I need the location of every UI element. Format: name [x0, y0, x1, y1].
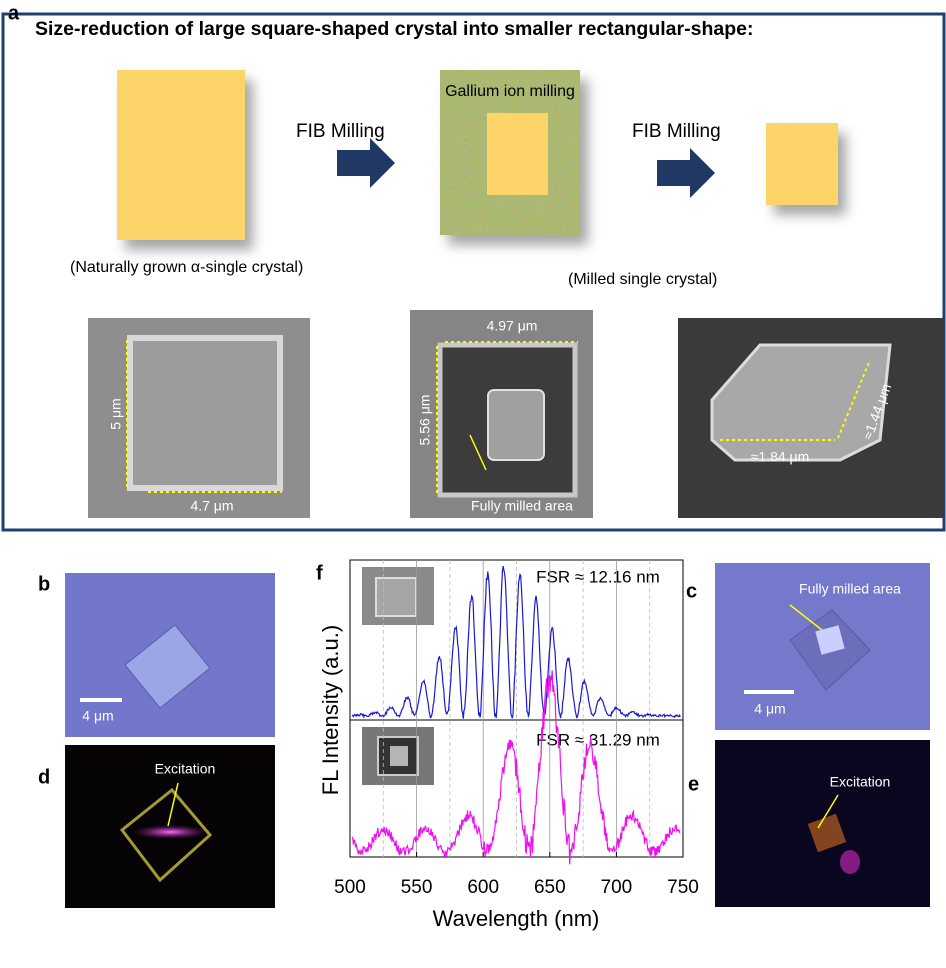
annotation: FSR ≈ 12.16 nm [536, 567, 660, 586]
spectrum-plot: FSR ≈ 12.16 nm FSR ≈ 31.29 nm [350, 560, 683, 864]
scale-label: 4 μm [82, 708, 113, 724]
sem-crystal [130, 338, 280, 488]
arrow-label: FIB Milling [632, 121, 721, 142]
inset-crystal [390, 746, 408, 766]
emission-spot [840, 850, 860, 874]
annotation: Fully milled area [471, 498, 573, 514]
scale-label: 4 μm [754, 701, 785, 717]
x-tick-label: 550 [401, 877, 433, 898]
panel-label: b [38, 573, 50, 595]
x-tick-label: 650 [534, 877, 566, 898]
panel-label: f [316, 562, 323, 584]
figure: a Size-reduction of large square-shaped … [0, 0, 946, 963]
annotation: Excitation [830, 774, 891, 790]
x-tick-label: 700 [601, 877, 633, 898]
arrow [337, 138, 395, 188]
crystal [766, 123, 838, 205]
milling-label: Gallium ion milling [445, 83, 575, 100]
annotation: Fully milled area [799, 581, 901, 597]
x-tick-label: 500 [334, 877, 366, 898]
arrow [657, 148, 715, 198]
sem-crystal [488, 390, 544, 460]
arrow-label: FIB Milling [296, 121, 385, 142]
caption: (Naturally grown α-single crystal) [70, 259, 303, 276]
panel-label: a [8, 2, 20, 24]
x-tick-label: 750 [667, 877, 699, 898]
excitation-spot [132, 825, 208, 839]
y-axis-label: FL Intensity (a.u.) [318, 625, 343, 795]
annotation: Excitation [155, 761, 216, 777]
dimension-label: 4.97 μm [487, 318, 538, 334]
x-tick-label: 600 [467, 877, 499, 898]
x-axis-label: Wavelength (nm) [433, 906, 600, 931]
crystal [117, 70, 245, 240]
panel-title: Size-reduction of large square-shaped cr… [35, 18, 753, 40]
panel-label: c [686, 580, 697, 602]
dimension-label: 5 μm [108, 398, 124, 429]
annotation: FSR ≈ 31.29 nm [536, 730, 660, 749]
dimension-label: ≈1.84 μm [751, 449, 810, 465]
crystal [487, 113, 548, 195]
dimension-label: 5.56 μm [417, 395, 433, 446]
panel-label: d [38, 766, 50, 788]
dimension-label: 4.7 μm [190, 498, 233, 514]
panel-label: e [688, 773, 699, 795]
caption: (Milled single crystal) [568, 271, 717, 288]
inset-crystal [376, 578, 416, 616]
